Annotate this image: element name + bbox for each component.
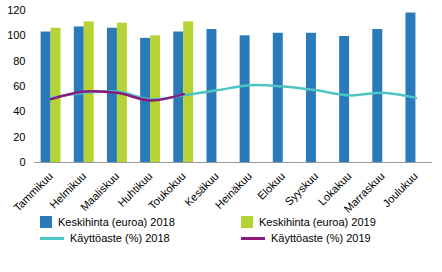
svg-text:Kesäkuu: Kesäkuu bbox=[182, 169, 221, 209]
html-text:Käyttöaste (%) 2019: Käyttöaste (%) 2019 bbox=[271, 232, 371, 244]
svg-text:60: 60 bbox=[13, 80, 25, 92]
svg-text:0: 0 bbox=[19, 156, 25, 168]
svg-text:100: 100 bbox=[7, 29, 25, 41]
svg-text:120: 120 bbox=[7, 4, 25, 16]
svg-text:Huhtikuu: Huhtikuu bbox=[115, 169, 155, 209]
svg-text:40: 40 bbox=[13, 105, 25, 117]
svg-text:Helmikuu: Helmikuu bbox=[47, 169, 89, 211]
svg-text:Toukokuu: Toukokuu bbox=[146, 170, 188, 212]
svg-text:Joulukuu: Joulukuu bbox=[380, 170, 420, 210]
svg-text:Tammikuu: Tammikuu bbox=[11, 170, 55, 214]
svg-text:Maaliskuu: Maaliskuu bbox=[78, 170, 122, 214]
html-text:Keskihinta (euroa) 2019: Keskihinta (euroa) 2019 bbox=[259, 216, 376, 228]
html-text:Käyttöaste (%) 2018: Käyttöaste (%) 2018 bbox=[70, 232, 170, 244]
svg-text:Heinäkuu: Heinäkuu bbox=[213, 170, 254, 211]
svg-text:Syyskuu: Syyskuu bbox=[282, 170, 320, 208]
svg-text:Lokakuu: Lokakuu bbox=[315, 169, 354, 208]
svg-text:Marraskuu: Marraskuu bbox=[341, 170, 386, 214]
html-text:Keskihinta (euroa) 2018: Keskihinta (euroa) 2018 bbox=[58, 216, 175, 228]
svg-text:20: 20 bbox=[13, 131, 25, 143]
svg-text:Elokuu: Elokuu bbox=[255, 170, 287, 202]
svg-text:80: 80 bbox=[13, 55, 25, 67]
